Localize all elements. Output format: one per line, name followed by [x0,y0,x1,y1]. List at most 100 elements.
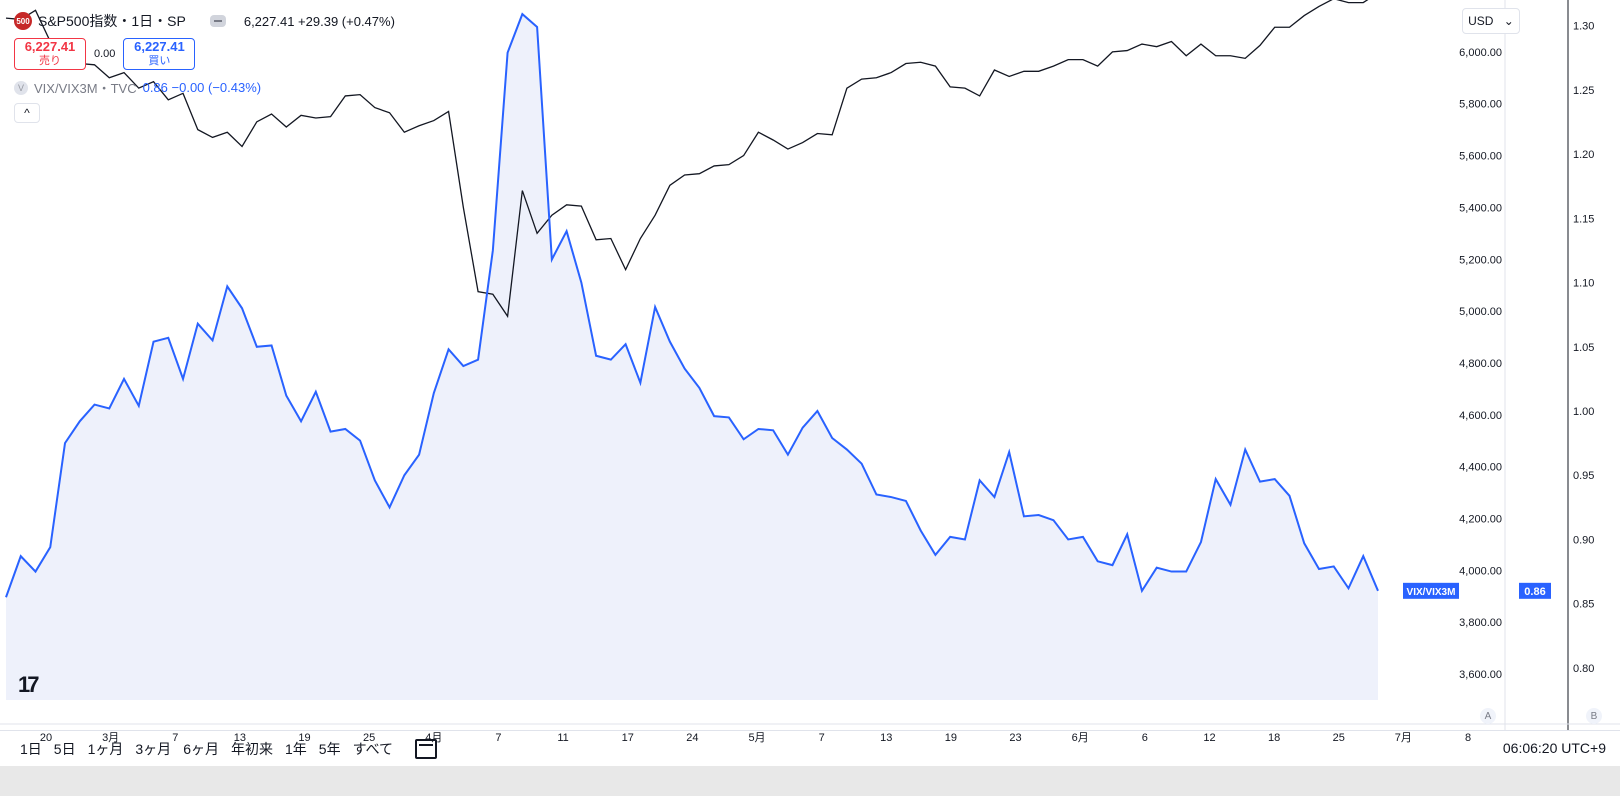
vix-point [19,555,22,558]
currency-selector[interactable]: USD ⌄ [1462,8,1520,34]
spx-point [580,205,583,208]
spx-point [1347,1,1350,4]
ratio-tick-label: 1.30 [1573,21,1594,33]
spx-point [1126,49,1129,52]
vix-point [1052,519,1055,522]
spx-point [963,87,966,90]
vix-point [845,448,848,451]
spx-point [1052,65,1055,68]
range-ytd-button[interactable]: 年初来 [230,741,273,757]
range-1y-button[interactable]: 1年 [284,741,307,757]
vix-point [477,358,480,361]
vix-point [904,499,907,502]
scale-a-label: A [1484,710,1492,722]
spx-point [1081,58,1084,61]
price-tick-label: 6,000.00 [1459,47,1502,59]
spx-point [993,69,996,72]
vix-point [713,415,716,418]
vix-point [34,570,37,573]
ratio-tick-label: 1.20 [1573,149,1594,161]
vix-point [447,348,450,351]
spx-point [595,238,598,241]
spx-point [565,203,568,206]
range-5d-button[interactable]: 5日 [53,741,76,757]
spx-point [196,128,199,131]
vix-legend-row[interactable]: V VIX/VIX3M・TVC 0.86 −0.00 (−0.43%) [14,78,395,97]
time-tick-label: 25 [363,732,375,744]
spx-point [831,133,834,136]
vix-point [786,453,789,456]
ratio-tick-label: 0.80 [1573,663,1594,675]
vix-point [226,285,229,288]
price-tick-label: 4,000.00 [1459,565,1502,577]
range-1d-button[interactable]: 1日 [20,741,42,757]
symbol-title[interactable]: S&P500指数・1日・SP [38,13,186,29]
sell-price: 6,227.41 [24,39,76,54]
buy-button[interactable]: 6,227.41 買い [123,38,196,70]
range-5y-button[interactable]: 5年 [318,741,341,757]
spx-point [462,206,465,209]
minus-toggle-icon[interactable] [209,15,226,27]
time-tick-label: 5月 [748,732,765,744]
spx-point [609,237,612,240]
collapse-legend-button[interactable]: ^ [14,103,40,123]
spx-point [1037,70,1040,73]
vix-point [668,340,671,343]
spx-point [934,65,937,68]
ratio-tick-label: 0.90 [1573,534,1594,546]
spx-point [742,154,745,157]
ratio-tick-label: 0.95 [1573,470,1594,482]
scale-b-button[interactable]: B [1586,708,1602,724]
spx-point [801,141,804,144]
spx-point [536,232,539,235]
vix-point [993,496,996,499]
spx-point [860,78,863,81]
tradingview-logo[interactable]: 17 [18,672,40,697]
buy-label: 買い [148,55,171,67]
vix-point [49,546,52,549]
vix-point [1244,448,1247,451]
price-tick-label: 4,400.00 [1459,462,1502,474]
last-value-labels: VIX/VIX3M 0.86 [1403,582,1551,599]
range-1m-button[interactable]: 1ヶ月 [87,741,124,757]
spx-point [713,164,716,167]
spx-point [1258,44,1261,47]
spx-point [521,189,524,192]
vix-point [1126,533,1129,536]
vix-point [1258,480,1261,483]
spx-point [845,87,848,90]
vix-point [285,394,288,397]
vix-point [78,420,81,423]
spx-point [1214,54,1217,57]
utc-clock[interactable]: 06:06:20 UTC+9 [1502,740,1606,756]
spx-point [491,293,494,296]
vix-point [5,596,8,599]
vix-point [314,390,317,393]
spx-point [211,136,214,139]
spx-point [1185,54,1188,57]
spx-point [1170,40,1173,43]
vix-point [137,404,140,407]
sell-label: 売り [39,55,61,67]
chart-area[interactable]: 6,000.00 5,800.00 5,600.00 5,400.00 5,200.00… [0,0,1620,766]
time-tick-label: 7 [819,732,825,744]
range-3m-button[interactable]: 3ヶ月 [135,741,172,757]
calendar-range-icon[interactable] [415,739,438,759]
spx-point [1096,65,1099,68]
spx-point [904,62,907,65]
spx-point [1303,14,1306,17]
vix-point [521,13,524,16]
spx-point [683,174,686,177]
spx-point [757,131,760,134]
range-6m-button[interactable]: 6ヶ月 [183,741,219,757]
vix-point [536,25,539,28]
spx-legend-row[interactable]: 500 S&P500指数・1日・SP 6,227.41 +29.39 (+0.4… [14,10,395,32]
sell-button[interactable]: 6,227.41 売り [14,38,86,70]
scale-a-button[interactable]: A [1480,708,1496,724]
range-all-button[interactable]: すべて [352,741,394,757]
vix-point [1185,570,1188,573]
ratio-tick-label: 1.15 [1573,213,1594,225]
vix-title[interactable]: VIX/VIX3M・TVC [34,81,137,96]
vix-point [196,322,199,325]
spx-point [418,124,421,127]
